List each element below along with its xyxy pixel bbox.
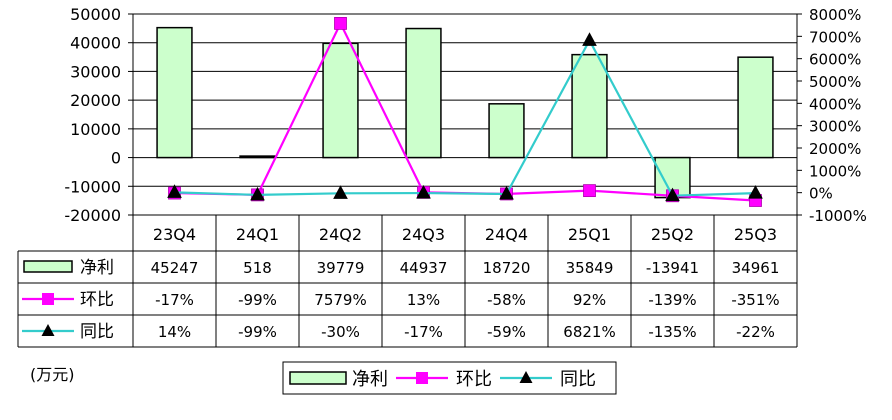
right-tick-label: 7000% (809, 28, 861, 46)
row-key-marker (41, 324, 55, 336)
legend-label-qoq: 环比 (456, 369, 492, 390)
bar (488, 103, 525, 159)
table-cell: -13941 (646, 259, 699, 277)
table-cell: -17% (404, 323, 443, 341)
legend-label-yoy: 同比 (560, 369, 596, 390)
right-tick-label: 5000% (809, 73, 861, 91)
legend-label-net-profit: 净利 (352, 369, 388, 390)
category-label: 25Q1 (568, 225, 611, 244)
category-label: 24Q2 (319, 225, 362, 244)
table-cell: -99% (238, 291, 277, 309)
legend-key-marker (416, 372, 428, 384)
table-cell: 35849 (566, 259, 614, 277)
left-tick-label: -20000 (64, 206, 121, 225)
table-cell: 45247 (151, 259, 199, 277)
bar (156, 26, 193, 159)
right-tick-label: 3000% (809, 118, 861, 136)
category-label: 25Q3 (734, 225, 777, 244)
table-cell: -22% (736, 323, 775, 341)
point (499, 185, 514, 200)
right-tick-label: 0% (809, 185, 833, 203)
table-cell: -99% (238, 323, 277, 341)
right-tick-label: 8000% (809, 6, 861, 24)
right-tick-label: 4000% (809, 95, 861, 113)
row-label-qoq: 环比 (80, 290, 114, 310)
category-label: 23Q4 (153, 225, 196, 244)
legend-key-bar (289, 371, 347, 385)
table-cell: -17% (155, 291, 194, 309)
bar-series (156, 26, 774, 199)
right-axis-ticks: 8000% 7000% 6000% 5000% 4000% 3000% 2000% 1000%… (809, 6, 867, 225)
category-label: 24Q3 (402, 225, 445, 244)
table-cell: -30% (321, 323, 360, 341)
grid-lines (133, 13, 797, 216)
bar (405, 27, 442, 159)
series-line (174, 38, 756, 197)
table-cell: 18720 (483, 259, 531, 277)
bar (322, 42, 359, 159)
table-cell: 34961 (732, 259, 780, 277)
table-cell: 7579% (314, 291, 366, 309)
line-series (167, 17, 763, 207)
point (334, 17, 347, 30)
right-tick-label: -1000% (809, 207, 867, 225)
table-cell: 518 (243, 259, 272, 277)
legend-key-marker (519, 371, 533, 383)
unit-note: (万元) (30, 365, 75, 384)
left-tick-label: 30000 (70, 62, 121, 81)
row-key-marker (42, 293, 54, 305)
bar (239, 155, 276, 159)
table-cell: 13% (407, 291, 440, 309)
point (582, 32, 597, 46)
point (665, 187, 680, 202)
table-cell: -351% (731, 291, 779, 309)
table-cell: -139% (648, 291, 696, 309)
plot-frame (132, 13, 798, 216)
right-tick-label: 2000% (809, 140, 861, 158)
table-cell: -59% (487, 323, 526, 341)
left-tick-label: -10000 (64, 177, 121, 196)
right-tick-label: 6000% (809, 51, 861, 69)
category-label: 25Q2 (651, 225, 694, 244)
table-cell: 39779 (317, 259, 365, 277)
point (583, 184, 596, 198)
left-tick-label: 40000 (70, 34, 121, 53)
left-tick-label: 50000 (70, 5, 121, 24)
table-cell: 14% (158, 323, 191, 341)
row-key-bar (23, 260, 73, 273)
left-tick-label: 0 (111, 149, 121, 168)
point (333, 185, 348, 199)
legend: 净利 环比 同比 (282, 361, 617, 395)
table-cell: 44937 (400, 259, 448, 277)
point (748, 185, 763, 199)
bar (571, 53, 608, 159)
table-cell: -135% (648, 323, 696, 341)
category-label: 24Q4 (485, 225, 528, 244)
table-cell: 6821% (563, 323, 615, 341)
right-tick-label: 1000% (809, 162, 861, 180)
category-label: 24Q1 (236, 225, 279, 244)
left-tick-label: 10000 (70, 120, 121, 139)
axes (128, 13, 802, 216)
bar (737, 56, 774, 159)
row-label-yoy: 同比 (80, 322, 114, 342)
left-tick-label: 20000 (70, 91, 121, 110)
row-label-net-profit: 净利 (80, 258, 114, 278)
point (167, 184, 182, 198)
point (416, 184, 431, 199)
table-cell: 92% (573, 291, 606, 309)
point (250, 186, 265, 201)
table-cell: -58% (487, 291, 526, 309)
left-axis-ticks: 50000 40000 30000 20000 10000 0 -10000 -20000 (64, 5, 121, 225)
